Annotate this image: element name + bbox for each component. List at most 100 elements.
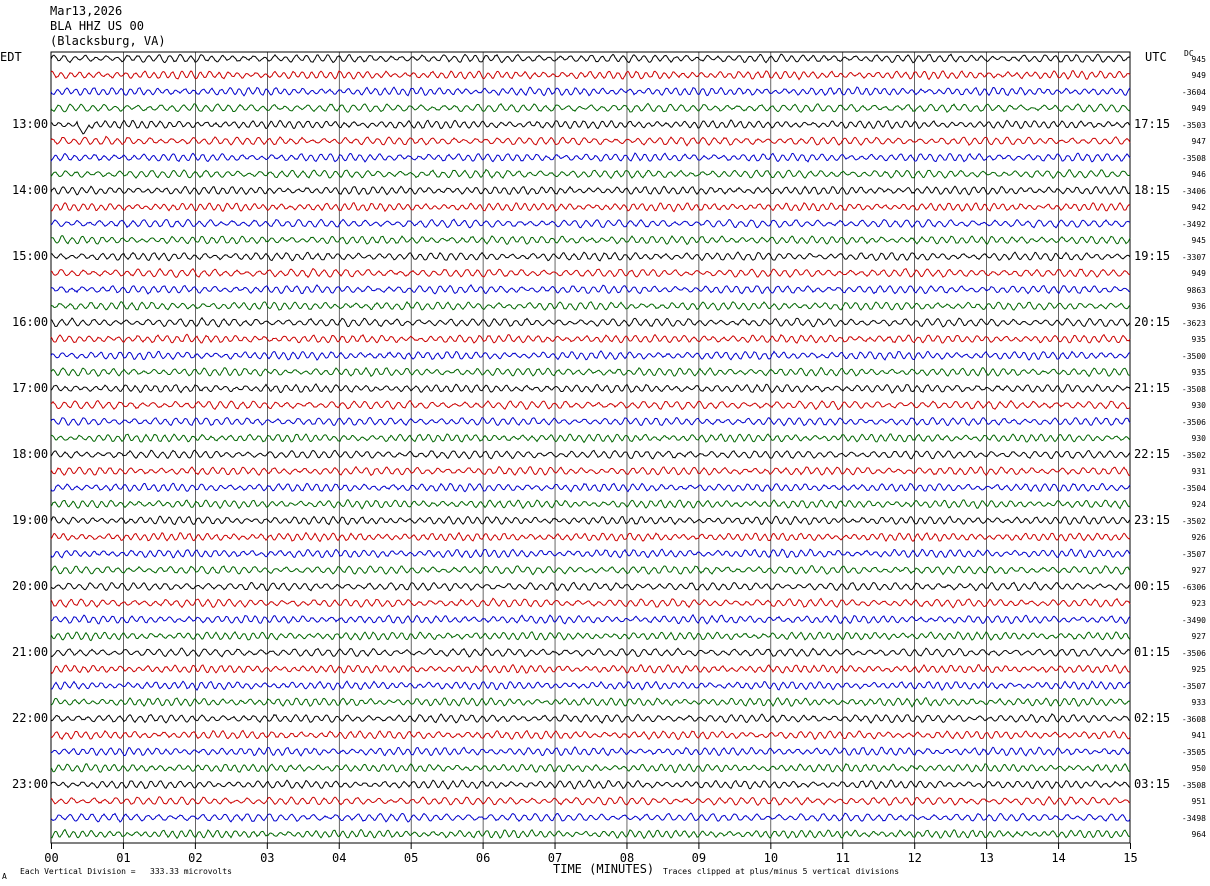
dc-offset-label: 930	[1191, 401, 1206, 410]
trace-23	[50, 433, 1131, 444]
right-hour-label: 01:15	[1134, 644, 1171, 659]
dc-offset-label: -3307	[1181, 252, 1206, 262]
trace-20	[50, 383, 1131, 394]
left-hour-label: 18:00	[12, 446, 49, 461]
trace-28	[50, 515, 1131, 526]
header-location: (Blacksburg, VA)	[50, 34, 166, 48]
trace-16	[50, 316, 1131, 328]
trace-5	[50, 135, 1131, 147]
trace-42	[50, 746, 1131, 757]
trace-33	[50, 597, 1131, 609]
dc-offset-label: 949	[1191, 71, 1206, 80]
dc-offset-label: 949	[1191, 269, 1206, 278]
x-tick-label: 00	[44, 851, 59, 865]
x-tick-label: 02	[188, 851, 203, 865]
trace-30	[50, 548, 1131, 559]
dc-offset-label: -3507	[1181, 681, 1206, 691]
left-hour-label: 21:00	[12, 644, 49, 659]
dc-offset-label: 923	[1191, 599, 1206, 608]
trace-6	[50, 152, 1131, 163]
dc-offset-label: 964	[1191, 830, 1206, 839]
dc-offset-label: 935	[1191, 335, 1206, 344]
left-hour-label: 16:00	[12, 314, 49, 329]
dc-offset-label: 946	[1191, 170, 1206, 179]
scale-value: 333.33 microvolts	[150, 867, 232, 876]
dc-offset-label: 950	[1191, 764, 1206, 773]
dc-offset-label: -3498	[1181, 813, 1206, 823]
dc-offset-label: -3406	[1181, 186, 1206, 196]
trace-31	[50, 564, 1131, 576]
right-hour-label: 21:15	[1134, 380, 1171, 395]
dc-offset-label: -3604	[1181, 87, 1206, 97]
trace-37	[50, 663, 1131, 675]
dc-offset-label: -3506	[1181, 417, 1206, 427]
dc-offset-label: -3623	[1181, 318, 1206, 328]
dc-offset-label: 935	[1191, 368, 1206, 377]
left-hour-label: 14:00	[12, 182, 49, 197]
dc-offset-label: 925	[1191, 665, 1206, 674]
dc-offset-label: 947	[1191, 137, 1206, 146]
right-hour-label: 17:15	[1134, 116, 1171, 131]
trace-12	[50, 251, 1131, 262]
header-date: Mar13,2026	[50, 4, 123, 18]
dc-offset-label: 936	[1191, 302, 1206, 311]
x-tick-label: 05	[403, 851, 419, 865]
right-hour-label: 19:15	[1134, 248, 1171, 263]
x-tick-label: 08	[619, 851, 635, 865]
trace-26	[50, 482, 1131, 493]
trace-29	[50, 531, 1131, 543]
right-hour-label: 03:15	[1134, 776, 1171, 791]
x-tick-label: 10	[763, 851, 779, 865]
trace-14	[50, 284, 1131, 295]
trace-7	[50, 168, 1131, 180]
dc-offset-label: -3508	[1181, 780, 1206, 790]
right-hour-label: 00:15	[1134, 578, 1171, 593]
left-hour-label: 23:00	[12, 776, 49, 791]
x-axis-label: TIME (MINUTES)	[553, 862, 655, 876]
trace-4	[50, 119, 1131, 135]
left-hour-label: 22:00	[12, 710, 49, 725]
trace-17	[50, 333, 1131, 344]
dc-offset-label: -3503	[1181, 120, 1206, 130]
trace-38	[50, 680, 1131, 692]
dc-offset-label: 945	[1191, 54, 1206, 64]
dc-offset-label: 941	[1191, 731, 1206, 740]
trace-9	[50, 202, 1131, 213]
dc-offset-label: 942	[1191, 203, 1206, 212]
trace-11	[50, 234, 1131, 246]
x-tick-label: 03	[260, 851, 275, 865]
right-hour-label: 18:15	[1134, 182, 1171, 197]
trace-47	[50, 828, 1131, 840]
trace-15	[50, 300, 1131, 311]
x-tick-label: 09	[691, 851, 707, 865]
dc-offset-label: 945	[1191, 236, 1206, 245]
dc-offset-label: 9863	[1186, 285, 1206, 295]
right-hour-label: 02:15	[1134, 710, 1171, 725]
trace-21	[50, 399, 1131, 411]
dc-offset-label: -3490	[1181, 615, 1206, 625]
left-hour-label: 13:00	[12, 116, 49, 131]
dc-offset-label: 931	[1191, 467, 1206, 476]
dc-offset-label: -3504	[1181, 483, 1206, 493]
trace-35	[50, 630, 1131, 642]
dc-offset-label: -3505	[1181, 747, 1206, 757]
x-tick-label: 04	[331, 851, 347, 865]
dc-offset-label: 949	[1191, 104, 1206, 113]
dc-offset-label: 933	[1191, 698, 1206, 707]
x-tick-label: 07	[547, 851, 563, 865]
dc-offset-label: 927	[1191, 632, 1206, 641]
trace-13	[50, 267, 1131, 279]
right-timezone-label: UTC	[1145, 50, 1167, 64]
trace-1	[50, 69, 1131, 81]
dc-offset-label: -6306	[1181, 582, 1206, 592]
dc-offset-label: 951	[1191, 797, 1206, 806]
trace-2	[50, 86, 1131, 97]
dc-offset-label: -3507	[1181, 549, 1206, 559]
left-hour-label: 15:00	[12, 248, 49, 263]
left-timezone-label: EDT	[0, 50, 22, 64]
trace-44	[50, 779, 1131, 790]
trace-18	[50, 350, 1131, 361]
dc-offset-label: -3508	[1181, 384, 1206, 394]
trace-27	[50, 499, 1131, 510]
